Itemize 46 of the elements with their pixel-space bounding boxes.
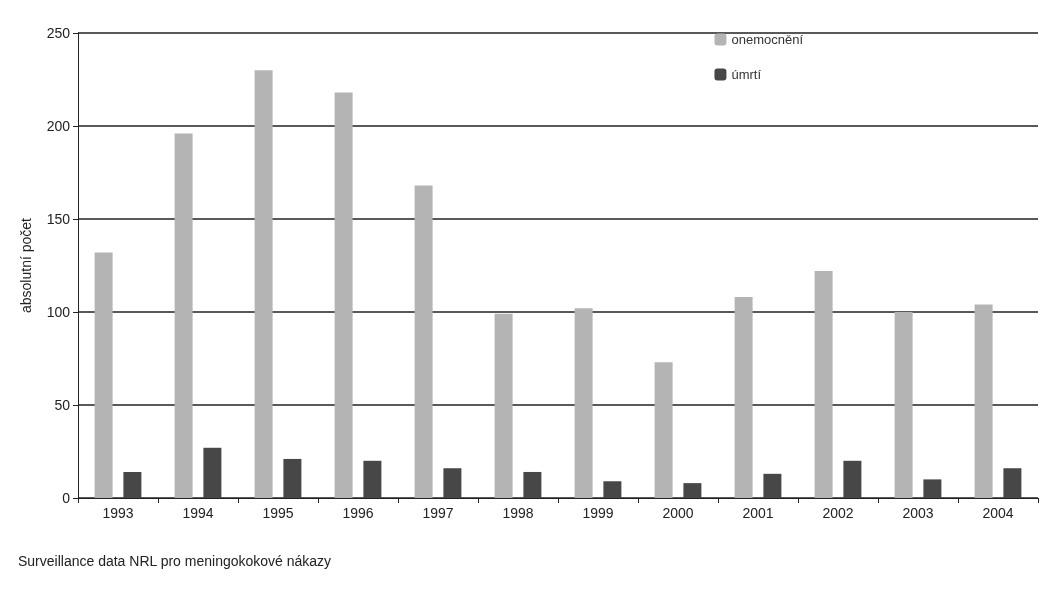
bar (443, 468, 462, 498)
x-tick-label: 2001 (742, 505, 774, 521)
x-tick-label: 1996 (342, 505, 374, 521)
x-tick-label: 2000 (662, 505, 694, 521)
bar (574, 308, 593, 498)
y-tick-label: 0 (62, 490, 71, 506)
bar (254, 70, 273, 498)
bar (923, 479, 942, 498)
bar (523, 471, 542, 498)
bar (283, 458, 302, 498)
bar (494, 313, 513, 498)
text: Surveillance data NRL pro meningokokové nákazy (18, 553, 332, 569)
bar (334, 92, 353, 498)
bar (814, 271, 833, 498)
x-tick-label: 2002 (822, 505, 854, 521)
y-tick-label: 50 (54, 397, 71, 413)
y-tick-label: 200 (46, 118, 71, 134)
bar (414, 185, 433, 498)
bar (123, 471, 142, 498)
bar (94, 252, 113, 498)
x-tick-label: 1999 (582, 505, 614, 521)
bar (894, 312, 913, 498)
y-axis-title: absolutní počet (18, 217, 34, 313)
x-tick-label: 2003 (902, 505, 934, 521)
legend-label: úmrtí (731, 67, 762, 82)
bar (734, 297, 753, 498)
x-tick-label: 1993 (102, 505, 134, 521)
bar (843, 460, 862, 498)
x-tick-label: 1998 (502, 505, 534, 521)
bar (203, 447, 222, 498)
y-tick-label: 100 (46, 304, 71, 320)
y-tick-label: 150 (46, 211, 71, 227)
x-tick-label: 2004 (982, 505, 1014, 521)
bar (974, 304, 993, 498)
legend-label: onemocnění (731, 32, 804, 47)
x-tick-label: 1997 (422, 505, 454, 521)
bar (683, 483, 702, 498)
bar (603, 481, 622, 498)
x-tick-label: 1994 (182, 505, 214, 521)
bar (654, 362, 673, 498)
bar (363, 460, 382, 498)
bar (763, 473, 782, 498)
bar (1003, 468, 1022, 498)
y-tick-label: 250 (46, 25, 71, 41)
x-tick-label: 1995 (262, 505, 294, 521)
bar (174, 133, 193, 498)
